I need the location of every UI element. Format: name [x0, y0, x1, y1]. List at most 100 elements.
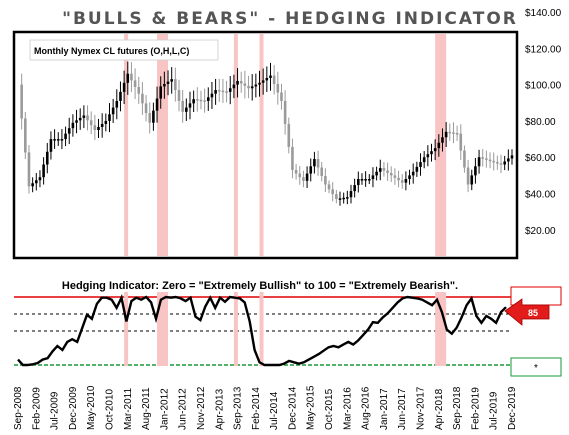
- candle-body: [155, 98, 159, 111]
- candle-body: [82, 115, 86, 118]
- x-tick-label: Feb-2009: [31, 387, 42, 430]
- candle-body: [492, 160, 496, 163]
- candle-body: [287, 123, 291, 147]
- highlight-band: [435, 34, 447, 256]
- candle-body: [196, 99, 199, 101]
- candle-body: [111, 107, 115, 115]
- candle-body: [221, 90, 225, 93]
- x-tick-label: Jun-2012: [178, 388, 189, 430]
- candle-body: [236, 80, 239, 85]
- y-tick-label: $60.00: [525, 153, 556, 164]
- candle-body: [185, 107, 188, 112]
- candle-body: [441, 137, 444, 143]
- x-tick-label: Apr-2013: [214, 388, 225, 430]
- candle-body: [93, 125, 97, 130]
- candle-body: [294, 169, 298, 174]
- candle-body: [49, 139, 53, 152]
- candle-body: [177, 90, 181, 101]
- candle-body: [375, 171, 378, 176]
- candle-body: [163, 84, 166, 87]
- candle-body: [188, 103, 192, 108]
- candle-body: [338, 198, 342, 200]
- x-tick-label: Nov-2017: [416, 386, 427, 430]
- indicator-highlight-band: [124, 292, 129, 366]
- candle-body: [298, 173, 302, 178]
- candle-body: [327, 184, 331, 190]
- candle-body: [437, 142, 441, 149]
- candle-body: [100, 123, 104, 127]
- candle-body: [386, 170, 389, 173]
- x-tick-label: May-2015: [306, 385, 317, 430]
- candle-body: [141, 93, 144, 104]
- candle-body: [426, 154, 430, 158]
- candle-body: [45, 151, 49, 165]
- candle-body: [357, 179, 360, 186]
- y-tick-label: $20.00: [525, 226, 556, 237]
- candle-body: [199, 99, 203, 102]
- candle-body: [148, 113, 152, 123]
- y-tick-label: $80.00: [525, 117, 556, 128]
- candle-body: [393, 175, 397, 178]
- candle-body: [503, 161, 506, 165]
- candle-body: [324, 175, 327, 185]
- candle-body: [411, 171, 415, 176]
- candle-body: [283, 100, 287, 124]
- candle-body: [415, 166, 419, 172]
- x-tick-label: May-2010: [86, 385, 97, 430]
- bottom-value-box: [510, 357, 562, 377]
- candle-body: [316, 159, 320, 168]
- candle-body: [203, 100, 206, 102]
- candle-body: [75, 120, 78, 123]
- candle-body: [320, 167, 324, 176]
- candle-body: [349, 191, 353, 198]
- candle-body: [452, 132, 455, 134]
- candle-body: [34, 180, 38, 184]
- candle-body: [459, 133, 463, 151]
- candle-body: [408, 175, 411, 180]
- candle-body: [239, 80, 243, 84]
- candle-body: [225, 91, 228, 93]
- candle-body: [89, 120, 93, 126]
- candle-body: [353, 185, 356, 192]
- candle-body: [38, 177, 42, 181]
- x-tick-label: Dec-2014: [287, 386, 298, 430]
- candle-body: [510, 155, 514, 159]
- candle-body: [313, 159, 316, 167]
- x-tick-label: Feb-2019: [470, 387, 481, 430]
- candle-body: [78, 117, 82, 121]
- highlight-band: [259, 34, 264, 256]
- candle-body: [448, 131, 452, 134]
- x-tick-label: Feb-2014: [251, 387, 262, 430]
- candle-body: [261, 80, 265, 83]
- candle-body: [331, 189, 334, 195]
- highlight-bands: [124, 34, 447, 256]
- y-tick-label: $100.00: [525, 81, 562, 92]
- candle-body: [133, 80, 137, 88]
- x-tick-label: Jun-2017: [397, 388, 408, 430]
- candle-body: [119, 91, 122, 101]
- legend-box: [29, 39, 219, 61]
- candle-body: [507, 158, 510, 162]
- indicator-title: Hedging Indicator: Zero = "Extremely Bul…: [62, 280, 458, 292]
- candle-body: [397, 177, 400, 181]
- candle-body: [444, 131, 448, 138]
- candle-body: [404, 179, 408, 183]
- candle-body: [466, 167, 470, 185]
- candle-body: [280, 92, 283, 101]
- candle-body: [152, 110, 155, 123]
- candle-body: [367, 179, 371, 181]
- indicator-highlight-band: [259, 292, 264, 366]
- candle-body: [250, 86, 254, 89]
- highlight-band: [124, 34, 129, 256]
- candle-body: [42, 164, 45, 178]
- candle-body: [144, 103, 148, 114]
- x-tick-label: Oct-2015: [324, 388, 335, 430]
- x-tick-label: Jan-2012: [159, 388, 170, 430]
- candle-body: [276, 84, 280, 93]
- legend-text: Monthly Nymex CL futures (O,H,L,C): [34, 46, 189, 56]
- candle-body: [335, 194, 338, 199]
- highlight-band: [233, 34, 238, 256]
- candle-body: [364, 179, 367, 181]
- candle-body: [342, 197, 345, 200]
